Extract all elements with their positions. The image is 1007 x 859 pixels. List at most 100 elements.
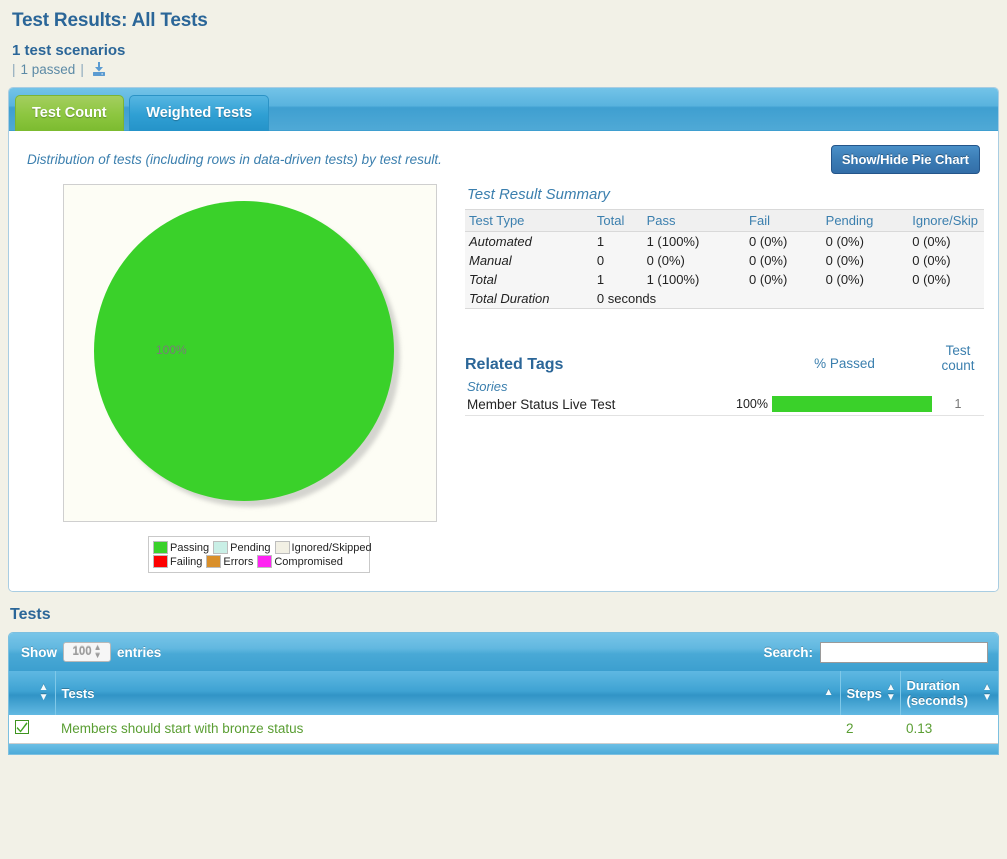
entries-label: entries [117,644,162,660]
tests-table: ▲ ▼ Tests ▲ Steps ▲ ▼ [9,671,998,744]
th-tests[interactable]: Tests ▲ [54,671,840,715]
summary-row-total-total: 1 [592,270,643,289]
tab-test-count[interactable]: Test Count [15,95,124,131]
pie-slice-label: 100% [156,343,187,357]
summary-title: Test Result Summary [467,186,610,203]
legend-swatch-compromised [257,555,273,568]
tests-table-header-row: ▲ ▼ Tests ▲ Steps ▲ ▼ [9,671,998,715]
summary-total-duration-label: Total Duration [465,289,593,309]
legend-swatch-errors [206,555,222,568]
datatable-toolbar: Show 100 ▲ ▼ entries Search: [9,633,998,671]
related-tags-count-header-line2: count [941,358,975,373]
summary-row-manual-fail: 0 (0%) [745,251,822,270]
pie-chart-column: 100% Passing Pending [23,184,443,573]
datatable-filter-control: Search: [763,641,988,663]
test-steps-cell: 2 [840,715,900,744]
legend-item-errors: Errors [206,555,253,568]
legend-swatch-failing [153,555,168,568]
download-icon[interactable] [91,61,107,77]
page-title: Test Results: All Tests [12,10,208,31]
test-status-cell [9,715,55,744]
panel-columns: 100% Passing Pending [23,184,984,573]
pie-chart-legend: Passing Pending Ignored/Skipped [148,536,372,573]
check-passed-icon [15,720,29,735]
summary-row-automated-fail: 0 (0%) [745,231,822,251]
legend-item-compromised: Compromised [257,555,343,568]
summary-row-automated-pass: 1 (100%) [642,231,746,251]
related-tag-bar-fill [772,396,932,412]
table-row[interactable]: Members should start with bronze status … [9,715,998,744]
related-tag-percent: 100% [736,397,768,411]
summary-row-total-pass: 1 (100%) [642,270,746,289]
legend-label-errors: Errors [223,555,254,568]
sort-asc-icon: ▲ [823,687,834,698]
test-result-summary-table: Test Type Total Pass Fail Pending Ignore… [465,209,984,309]
tab-strip: Test Count Weighted Tests [9,88,998,131]
summary-col-fail: Fail [745,209,822,232]
legend-swatch-pending [213,541,229,554]
summary-row-manual-ignore: 0 (0%) [908,251,984,270]
table-row: Total 1 1 (100%) 0 (0%) 0 (0%) 0 (0%) [465,270,984,289]
summary-col-pending: Pending [821,209,909,232]
related-tags-count-header-line1: Test [945,343,971,358]
summary-col-pass: Pass [642,209,746,232]
legend-item-pending: Pending [213,541,271,554]
search-input[interactable] [820,641,988,663]
page-length-select[interactable]: 100 ▲ ▼ [63,642,111,662]
related-tag-bar-track [772,396,932,412]
scenario-count: 1 test scenarios [12,42,126,59]
show-label: Show [21,644,57,660]
list-item[interactable]: Member Status Live Test 100% 1 [465,395,984,416]
chevron-updown-icon: ▲ ▼ [93,643,102,660]
legend-label-failing: Failing [170,555,203,568]
related-tags-group-stories: Stories [467,379,508,394]
summary-row-total-fail: 0 (0%) [745,270,822,289]
tests-section-heading: Tests [10,606,51,623]
legend-row-2: Failing Errors Compromised [153,555,365,568]
datatable-footer-strip [9,743,998,754]
legend-swatch-ignored [274,541,290,554]
table-row: Automated 1 1 (100%) 0 (0%) 0 (0%) 0 (0%… [465,231,984,251]
search-label: Search: [763,644,813,660]
summary-row-automated-total: 1 [592,231,643,251]
show-hide-pie-chart-button[interactable]: Show/Hide Pie Chart [830,145,980,174]
tests-table-panel: Show 100 ▲ ▼ entries Search: ▲ ▼ [8,632,999,755]
sort-updown-icon: ▲ ▼ [38,682,49,703]
tab-weighted-tests[interactable]: Weighted Tests [129,95,270,131]
test-name-cell[interactable]: Members should start with bronze status [55,715,840,744]
related-tag-name[interactable]: Member Status Live Test [467,396,616,412]
page-length-value: 100 [72,646,92,658]
separator-right: | [80,61,84,77]
test-duration-cell: 0.13 [900,715,998,744]
test-count-panel: Test Count Weighted Tests Distribution o… [8,87,999,592]
chart-description: Distribution of tests (including rows in… [27,152,442,167]
summary-row-manual-pending: 0 (0%) [821,251,909,270]
related-tags-header: Related Tags % Passed Test count [465,343,984,376]
table-row: Total Duration 0 seconds [465,289,984,309]
summary-col-total: Total [592,209,643,232]
related-tags-title: Related Tags [465,356,564,373]
datatable-length-control: Show 100 ▲ ▼ entries [21,642,161,662]
summary-row-automated-ignore: 0 (0%) [908,231,984,251]
th-duration[interactable]: Duration (seconds) ▲ ▼ [899,671,998,715]
scenario-summary: | 1 passed | [12,61,997,77]
legend-label-ignored: Ignored/Skipped [291,541,372,554]
summary-row-automated-pending: 0 (0%) [821,231,909,251]
legend-item-ignored: Ignored/Skipped [274,541,372,554]
table-row: Manual 0 0 (0%) 0 (0%) 0 (0%) 0 (0%) [465,251,984,270]
summary-row-total-label: Total [465,270,593,289]
summary-row-manual-pass: 0 (0%) [642,251,746,270]
summary-row-total-ignore: 0 (0%) [908,270,984,289]
summary-row-manual-label: Manual [465,251,593,270]
legend-label-pending: Pending [230,541,271,554]
page-header: Test Results: All Tests 1 test scenarios… [0,0,1007,77]
summary-header-row: Test Type Total Pass Fail Pending Ignore… [465,209,984,232]
test-name-link[interactable]: Members should start with bronze status [61,721,304,737]
th-steps[interactable]: Steps ▲ ▼ [839,671,900,715]
passed-count: 1 passed [20,61,76,77]
th-status[interactable]: ▲ ▼ [9,671,55,715]
legend-row-1: Passing Pending Ignored/Skipped [153,541,372,554]
pie-chart: 100% [63,184,437,522]
pie-slice-passing[interactable] [94,201,394,501]
sort-updown-icon: ▲ ▼ [885,682,896,703]
